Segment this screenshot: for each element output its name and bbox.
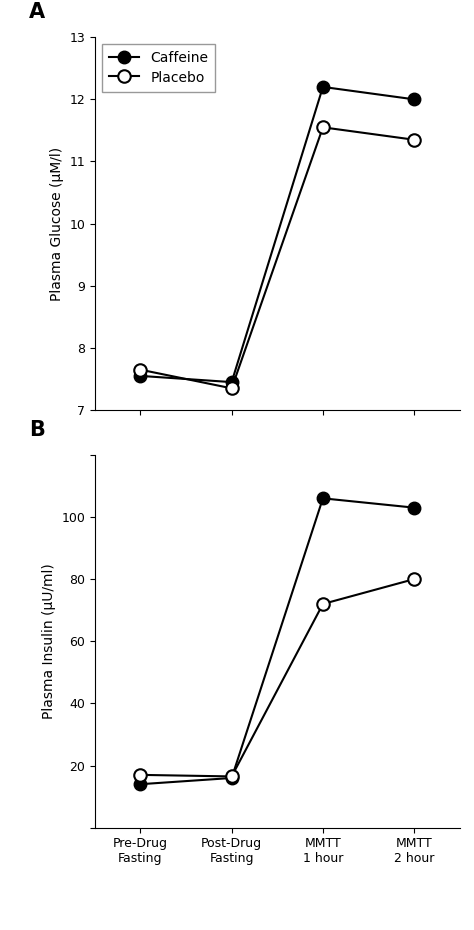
Line: Placebo: Placebo xyxy=(134,121,420,394)
Placebo xyxy=(320,122,326,133)
Text: A: A xyxy=(29,2,45,22)
Caffeine xyxy=(137,370,143,381)
Legend: Caffeine, Placebo: Caffeine, Placebo xyxy=(102,44,215,91)
Placebo xyxy=(229,383,235,394)
Caffeine xyxy=(411,94,417,105)
Text: B: B xyxy=(29,420,45,440)
Y-axis label: Plasma Insulin (μU/ml): Plasma Insulin (μU/ml) xyxy=(42,564,55,719)
Placebo xyxy=(137,365,143,376)
Caffeine xyxy=(229,377,235,388)
Placebo xyxy=(411,134,417,145)
Caffeine xyxy=(320,81,326,92)
Y-axis label: Plasma Glucose (μM/l): Plasma Glucose (μM/l) xyxy=(50,147,64,300)
Line: Caffeine: Caffeine xyxy=(134,81,420,389)
